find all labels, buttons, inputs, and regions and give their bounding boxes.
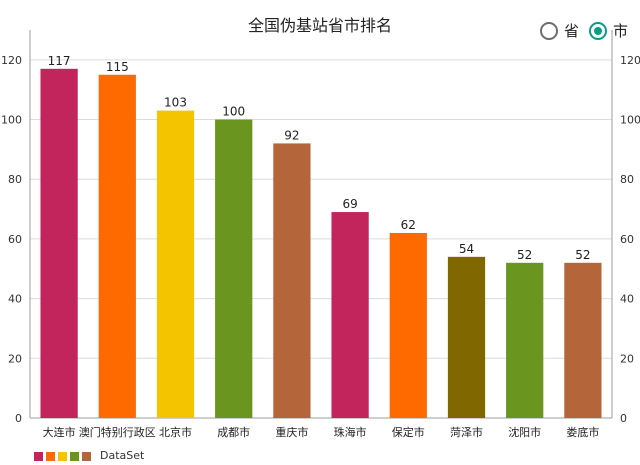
x-tick-label: 菏泽市 — [450, 425, 483, 439]
bar — [273, 143, 311, 418]
radio-unchecked-icon[interactable] — [539, 21, 558, 40]
y-tick-label-left: 80 — [8, 173, 22, 186]
x-tick-label: 娄底市 — [566, 425, 599, 439]
chart-title: 全国伪基站省市排名 — [247, 16, 392, 35]
radio-option-province[interactable]: 省 — [539, 20, 583, 41]
bar — [389, 232, 427, 418]
radio-label-city: 市 — [612, 22, 628, 40]
legend-swatch — [46, 452, 55, 461]
x-tick-label: 珠海市 — [334, 425, 367, 439]
data-label: 52 — [575, 248, 590, 262]
bar — [331, 212, 369, 418]
y-tick-label-right: 40 — [620, 293, 634, 306]
bar — [156, 110, 195, 418]
y-tick-label-left: 100 — [1, 114, 22, 127]
radio-label-province: 省 — [563, 22, 579, 40]
bar — [98, 74, 136, 419]
y-tick-label-left: 20 — [8, 352, 22, 365]
y-tick-label-left: 60 — [8, 233, 22, 246]
scope-radio-group: 省 市 — [539, 20, 632, 41]
radio-option-city[interactable]: 市 — [588, 20, 632, 41]
data-label: 54 — [459, 242, 474, 256]
data-label: 115 — [106, 60, 129, 74]
legend-swatches — [34, 446, 94, 465]
x-tick-label: 大连市 — [43, 425, 76, 439]
y-tick-label-right: 60 — [620, 233, 634, 246]
y-tick-label-left: 120 — [1, 54, 22, 67]
y-tick-label-left: 40 — [8, 293, 22, 306]
bar — [447, 256, 486, 418]
x-tick-label: 澳门特别行政区 — [79, 425, 156, 439]
legend-swatch — [82, 452, 91, 461]
y-tick-label-right: 120 — [620, 54, 640, 67]
legend: DataSet — [34, 446, 144, 465]
legend-swatch — [58, 452, 67, 461]
x-tick-label: 成都市 — [217, 425, 250, 439]
y-tick-label-right: 20 — [620, 352, 634, 365]
data-label: 117 — [48, 54, 71, 68]
data-label: 92 — [284, 128, 299, 142]
legend-swatch — [70, 452, 79, 461]
y-tick-label-right: 100 — [620, 114, 640, 127]
y-tick-label-right: 0 — [620, 412, 627, 425]
bar — [215, 119, 253, 419]
y-tick-label-left: 0 — [15, 412, 22, 425]
x-tick-label: 重庆市 — [275, 425, 308, 439]
data-label: 103 — [164, 96, 187, 110]
x-tick-label: 沈阳市 — [508, 425, 541, 439]
bar — [506, 262, 544, 418]
data-label: 100 — [222, 105, 245, 119]
data-label: 62 — [401, 218, 416, 232]
x-tick-label: 保定市 — [392, 425, 425, 439]
radio-checked-icon[interactable] — [588, 21, 607, 40]
bar — [40, 68, 78, 419]
bar — [564, 262, 602, 418]
legend-swatch — [34, 452, 43, 461]
data-label: 69 — [342, 197, 357, 211]
data-label: 52 — [517, 248, 532, 262]
legend-label: DataSet — [100, 449, 145, 462]
y-tick-label-right: 80 — [620, 173, 634, 186]
x-tick-label: 北京市 — [159, 425, 192, 439]
